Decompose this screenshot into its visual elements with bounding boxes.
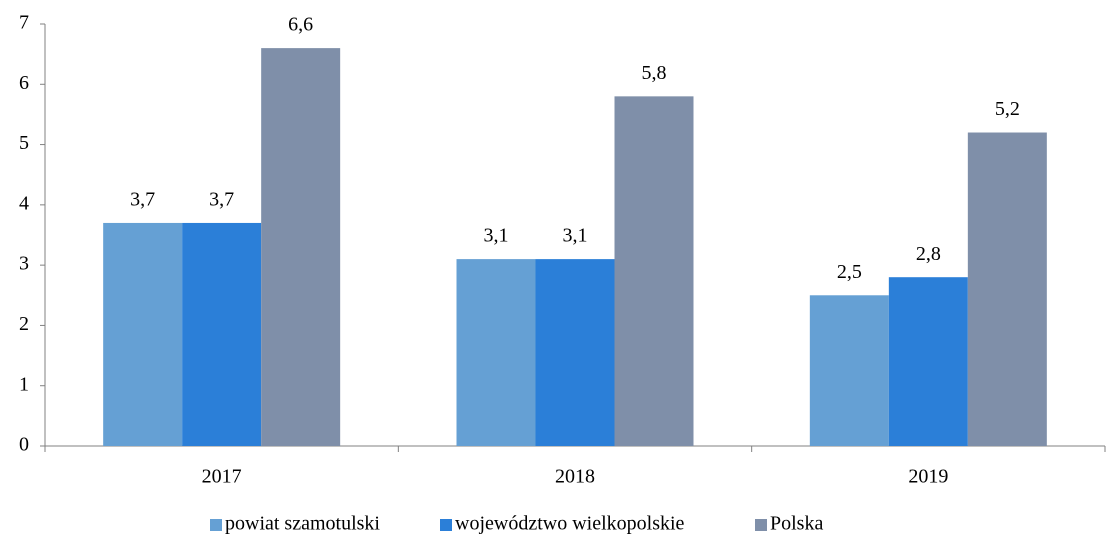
x-tick-label: 2017 [202, 466, 242, 488]
bar [967, 132, 1047, 446]
y-tick-label: 0 [19, 434, 29, 456]
data-label: 3,1 [484, 225, 509, 247]
x-tick-label: 2018 [555, 466, 595, 488]
bar [809, 295, 889, 446]
bar [614, 96, 694, 446]
legend-label: powiat szamotulski [225, 513, 380, 535]
data-label: 3,1 [563, 225, 588, 247]
data-label: 2,5 [837, 261, 862, 283]
legend-swatch [755, 519, 767, 531]
y-tick-label: 7 [19, 12, 29, 34]
legend-label: Polska [770, 513, 823, 535]
y-tick-label: 1 [19, 373, 29, 395]
y-tick-label: 4 [19, 192, 29, 214]
data-label: 5,8 [642, 62, 667, 84]
bar [103, 222, 183, 446]
y-tick-label: 3 [19, 253, 29, 275]
y-tick-label: 6 [19, 72, 29, 94]
data-label: 2,8 [916, 243, 941, 265]
data-label: 3,7 [209, 189, 234, 211]
y-tick-label: 2 [19, 313, 29, 335]
bar [888, 277, 968, 446]
x-tick-label: 2019 [908, 466, 948, 488]
legend-label: województwo wielkopolskie [455, 513, 685, 535]
data-label: 3,7 [130, 189, 155, 211]
data-label: 5,2 [995, 98, 1020, 120]
bar [182, 222, 262, 446]
data-label: 6,6 [288, 14, 313, 36]
y-tick-label: 5 [19, 132, 29, 154]
bar [261, 48, 341, 446]
legend-swatch [210, 519, 222, 531]
legend-swatch [440, 519, 452, 531]
bar [535, 259, 615, 446]
bar [456, 259, 536, 446]
